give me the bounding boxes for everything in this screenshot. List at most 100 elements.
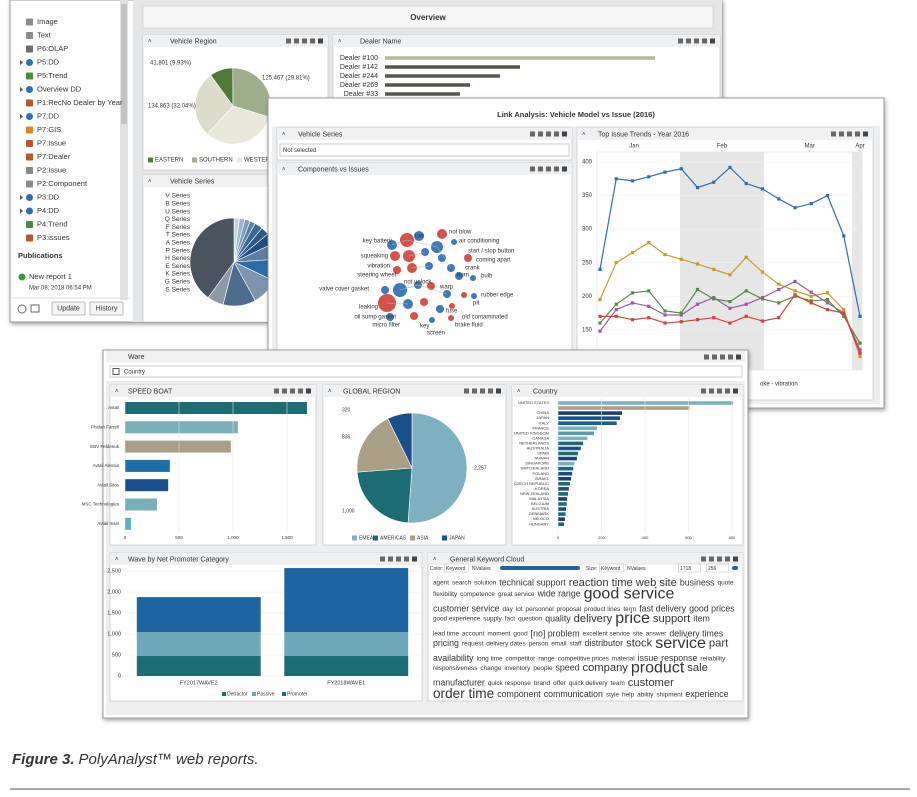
control-label[interactable]: Size: xyxy=(586,566,597,572)
panel-tool-icon[interactable] xyxy=(562,131,567,137)
panel-tool-icon[interactable] xyxy=(412,556,417,562)
panel-tool-icon[interactable] xyxy=(839,131,844,137)
selector[interactable] xyxy=(109,365,743,378)
range-slider[interactable] xyxy=(732,566,738,570)
tree-item[interactable]: P4:Trend xyxy=(37,219,68,228)
panel-tool-icon[interactable] xyxy=(855,131,860,137)
panel-tool-icon[interactable] xyxy=(310,38,315,44)
tree-item[interactable]: Text xyxy=(37,30,52,39)
tree-expander[interactable] xyxy=(20,195,23,200)
range-slider[interactable] xyxy=(500,566,580,570)
panel-tool-icon[interactable] xyxy=(546,166,551,172)
report-name[interactable]: New report 1 xyxy=(29,272,72,281)
tree-expander[interactable] xyxy=(20,87,23,92)
tree-item[interactable]: P1:RecNo Dealer by Year xyxy=(37,98,123,107)
tree-expander[interactable] xyxy=(20,208,23,214)
button-label[interactable]: History xyxy=(96,305,118,312)
panel-tool-icon[interactable] xyxy=(694,38,699,44)
tree-item[interactable]: Image xyxy=(37,17,58,26)
panel-tool-icon[interactable] xyxy=(554,166,559,172)
panel-tool-icon[interactable] xyxy=(290,388,295,394)
tree-expander[interactable] xyxy=(20,60,23,65)
panel-tool-icon[interactable] xyxy=(294,38,299,44)
panel-tool-icon[interactable] xyxy=(686,38,691,44)
panel-tool-icon[interactable] xyxy=(701,388,706,394)
panel-tool-icon[interactable] xyxy=(717,388,722,394)
panel-tool-icon[interactable] xyxy=(318,38,323,44)
control-label[interactable]: 256 xyxy=(708,566,717,572)
panel-tool-icon[interactable] xyxy=(728,354,733,360)
tree-item[interactable]: P5:DD xyxy=(37,57,60,66)
panel-tool-icon[interactable] xyxy=(488,388,493,394)
tree-item[interactable]: P7:Dealer xyxy=(37,152,71,161)
panel-tool-icon[interactable] xyxy=(464,388,469,394)
panel-tool-icon[interactable] xyxy=(720,354,725,360)
panel-tool-icon[interactable] xyxy=(709,556,714,562)
control-box[interactable] xyxy=(706,563,729,573)
panel-tool-icon[interactable] xyxy=(831,131,836,137)
control-box[interactable] xyxy=(444,563,469,573)
folder-icon[interactable] xyxy=(30,304,40,313)
selector[interactable] xyxy=(279,143,570,157)
panel-tool-icon[interactable] xyxy=(701,556,706,562)
panel-tool-icon[interactable] xyxy=(282,388,287,394)
panel-tool-icon[interactable] xyxy=(546,131,551,137)
panel-tool-icon[interactable] xyxy=(725,556,730,562)
panel-tool-icon[interactable] xyxy=(554,131,559,137)
button[interactable] xyxy=(51,301,86,316)
panel-tool-icon[interactable] xyxy=(562,166,567,172)
tree-item[interactable]: P2:Issue xyxy=(37,165,66,174)
selector-value[interactable]: Country xyxy=(124,370,145,376)
panel-tool-icon[interactable] xyxy=(274,388,279,394)
tree-item[interactable]: P3:issues xyxy=(37,233,70,242)
button[interactable] xyxy=(89,301,124,316)
panel-tool-icon[interactable] xyxy=(404,556,409,562)
panel-tool-icon[interactable] xyxy=(530,166,535,172)
selector-value[interactable]: Not selected xyxy=(283,148,316,154)
panel-tool-icon[interactable] xyxy=(863,131,868,137)
panel-tool-icon[interactable] xyxy=(704,354,709,360)
panel-tool-icon[interactable] xyxy=(736,354,741,360)
panel-tool-icon[interactable] xyxy=(725,388,730,394)
button-label[interactable]: Update xyxy=(57,305,80,312)
control-label[interactable]: Keyword xyxy=(446,566,466,572)
panel-tool-icon[interactable] xyxy=(702,38,707,44)
tree-item[interactable]: P6:OLAP xyxy=(37,44,68,53)
control-box[interactable] xyxy=(678,563,701,573)
panel-tool-icon[interactable] xyxy=(396,556,401,562)
panel-tool-icon[interactable] xyxy=(388,556,393,562)
panel-tool-icon[interactable] xyxy=(530,131,535,137)
tree-item[interactable]: P5:Trend xyxy=(37,71,68,80)
panel-tool-icon[interactable] xyxy=(717,556,722,562)
tree-item[interactable]: P4:DD xyxy=(37,206,60,215)
panel-tool-icon[interactable] xyxy=(678,38,683,44)
control-label[interactable]: Keyword xyxy=(601,566,621,572)
panel-tool-icon[interactable] xyxy=(538,166,543,172)
tree-item[interactable]: Overview DD xyxy=(37,84,82,93)
panel-tool-icon[interactable] xyxy=(380,556,385,562)
panel-tool-icon[interactable] xyxy=(286,38,291,44)
control-box[interactable] xyxy=(599,563,624,573)
control-label[interactable]: NValues xyxy=(472,566,491,572)
tree-item[interactable]: P7:Issue xyxy=(37,138,66,147)
control-label[interactable]: Color: xyxy=(430,566,443,572)
tree-item[interactable]: P2:Component xyxy=(37,179,88,188)
panel-tool-icon[interactable] xyxy=(710,38,715,44)
panel-tool-icon[interactable] xyxy=(538,131,543,137)
globe-icon[interactable] xyxy=(17,304,27,314)
panel-tool-icon[interactable] xyxy=(847,131,852,137)
panel-tool-icon[interactable] xyxy=(496,388,501,394)
panel-tool-icon[interactable] xyxy=(302,38,307,44)
panel-tool-icon[interactable] xyxy=(733,556,738,562)
tree-item[interactable]: P7:DD xyxy=(37,111,60,120)
panel-tool-icon[interactable] xyxy=(733,388,738,394)
panel-tool-icon[interactable] xyxy=(480,388,485,394)
selector-icon[interactable] xyxy=(112,368,120,375)
tree-item[interactable]: P7:GIS xyxy=(37,125,61,134)
control-label[interactable]: NValues xyxy=(627,566,646,572)
panel-tool-icon[interactable] xyxy=(472,388,477,394)
panel-tool-icon[interactable] xyxy=(298,388,303,394)
tree-expander[interactable] xyxy=(20,114,23,119)
control-label[interactable]: 1718 xyxy=(680,566,691,572)
panel-tool-icon[interactable] xyxy=(709,388,714,394)
